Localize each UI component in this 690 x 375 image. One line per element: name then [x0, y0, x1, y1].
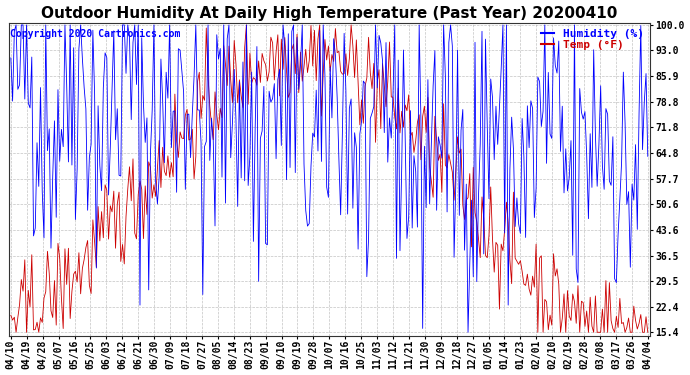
Text: Copyright 2020 Cartronics.com: Copyright 2020 Cartronics.com — [10, 29, 180, 39]
Legend: Humidity (%), Temp (°F): Humidity (%), Temp (°F) — [536, 24, 649, 54]
Title: Outdoor Humidity At Daily High Temperature (Past Year) 20200410: Outdoor Humidity At Daily High Temperatu… — [41, 6, 618, 21]
